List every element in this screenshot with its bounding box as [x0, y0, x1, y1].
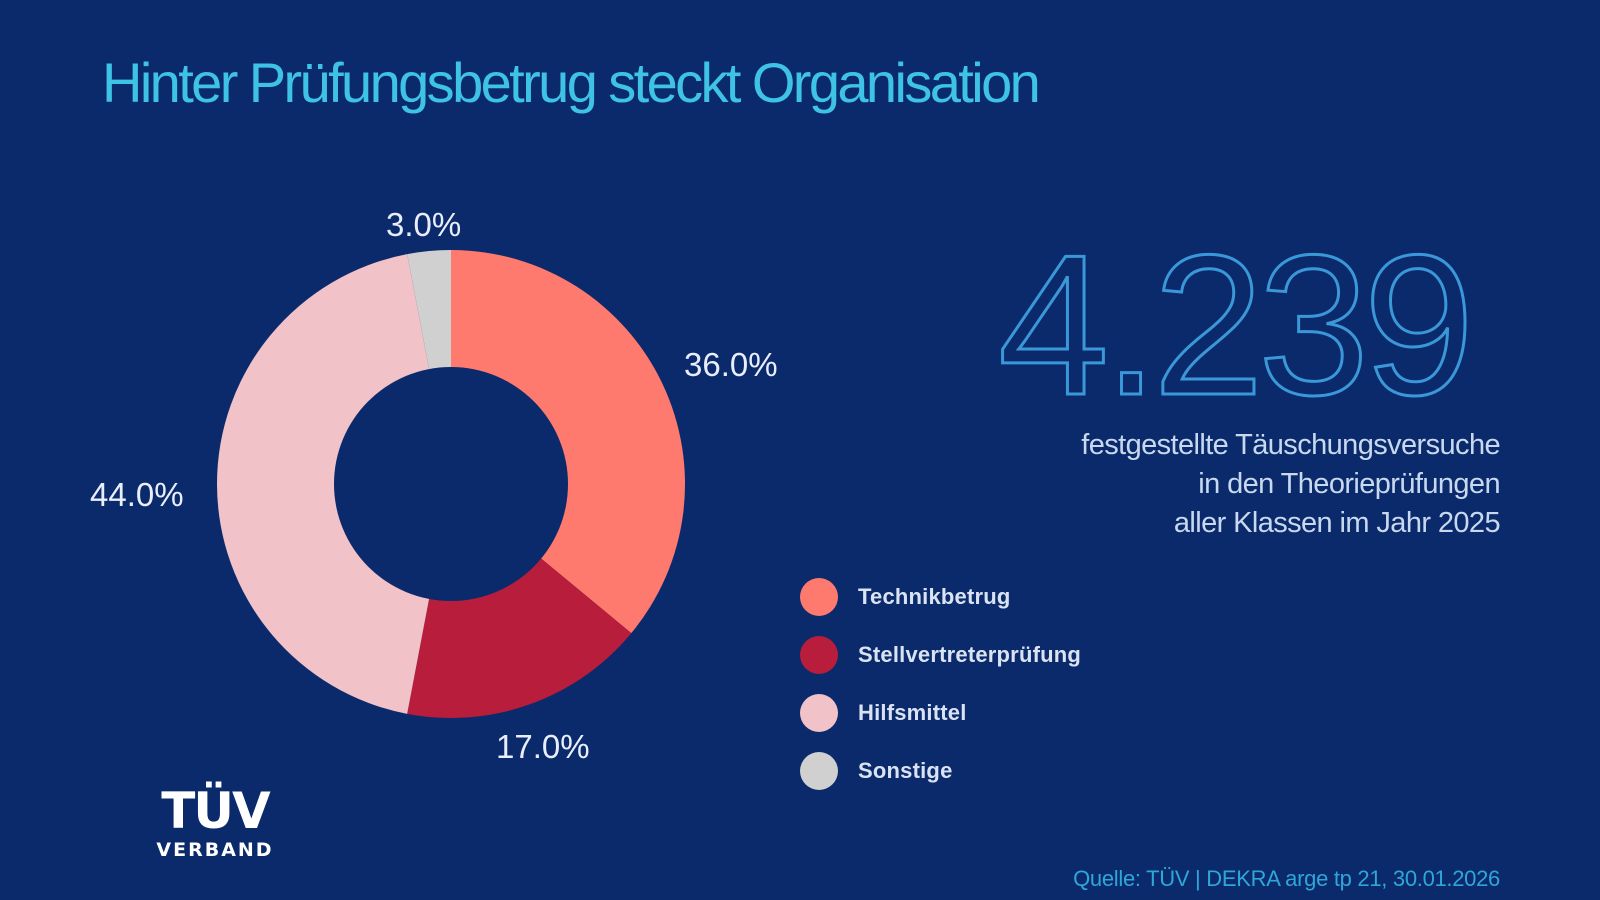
logo-subtitle: VERBAND — [156, 839, 274, 861]
legend-swatch-icon — [800, 578, 838, 616]
stat-description-line: aller Klassen im Jahr 2025 — [1173, 507, 1501, 539]
legend-item-hilfsmittel: Hilfsmittel — [800, 684, 1081, 742]
slice-label-technikbetrug: 36.0% — [684, 346, 778, 383]
donut-slice-technikbetrug — [451, 250, 685, 634]
legend-label: Sonstige — [858, 758, 953, 783]
chart-legend: Technikbetrug Stellvertreterprüfung Hilf… — [800, 568, 1081, 800]
stat-value: 4.239 — [997, 214, 1476, 437]
legend-label: Stellvertreterprüfung — [858, 642, 1082, 667]
stat-description: festgestellte Täuschungsversuche in den … — [940, 426, 1500, 543]
legend-swatch-icon — [800, 636, 838, 674]
legend-label: Hilfsmittel — [858, 700, 967, 725]
tuv-verband-logo: TÜV VERBAND — [150, 785, 280, 861]
donut-slice-hilfsmittel — [216, 254, 451, 714]
stat-description-line: festgestellte Täuschungsversuche — [1081, 429, 1500, 461]
page-title: Hinter Prüfungsbetrug steckt Organisatio… — [102, 51, 1041, 114]
slice-label-sonstige: 3.0% — [386, 206, 462, 243]
stat-description-line: in den Theorieprüfungen — [1198, 468, 1500, 500]
source-note: Quelle: TÜV | DEKRA arge tp 21, 30.01.20… — [1073, 866, 1500, 891]
legend-item-sonstige: Sonstige — [800, 742, 1081, 800]
logo-wordmark: TÜV — [161, 782, 270, 840]
legend-label: Technikbetrug — [858, 584, 1011, 609]
legend-item-technikbetrug: Technikbetrug — [800, 568, 1081, 626]
slice-label-hilfsmittel: 44.0% — [90, 476, 184, 513]
legend-item-stellvertreterpruefung: Stellvertreterprüfung — [800, 626, 1081, 684]
slice-label-stellvertreter: 17.0% — [496, 728, 590, 765]
legend-swatch-icon — [800, 752, 838, 790]
donut-hole — [334, 367, 568, 601]
legend-swatch-icon — [800, 694, 838, 732]
